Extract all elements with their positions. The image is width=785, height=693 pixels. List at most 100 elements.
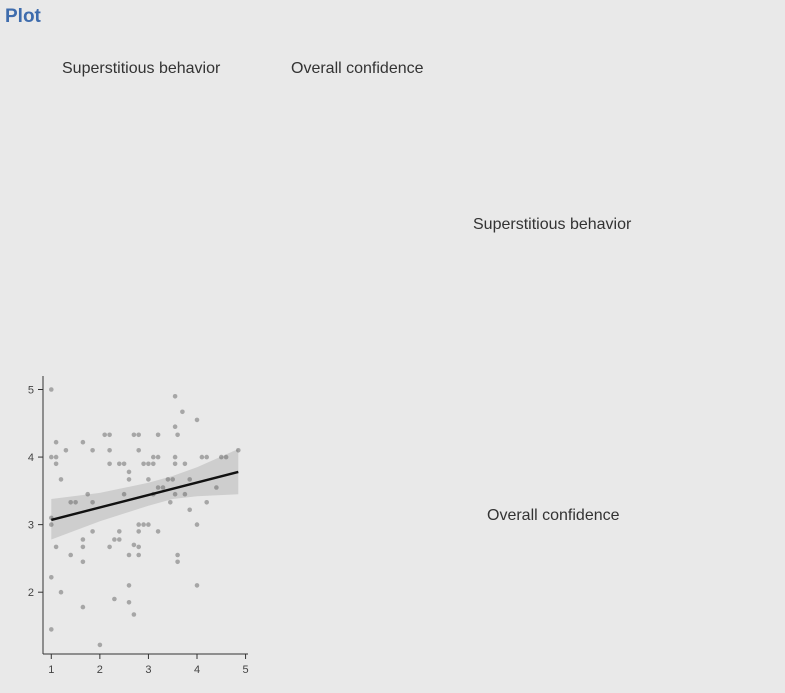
data-point [204, 500, 209, 505]
data-point [121, 461, 127, 467]
data-point [80, 537, 86, 542]
data-point [90, 448, 95, 453]
data-point [172, 491, 178, 497]
y-tick-label: 3 [28, 520, 34, 532]
data-point [236, 448, 241, 453]
data-point [68, 500, 73, 505]
data-point [85, 491, 90, 497]
data-point [172, 394, 178, 399]
y-tick-label: 5 [28, 385, 34, 397]
data-point [102, 432, 107, 438]
data-point [214, 485, 219, 490]
data-point [90, 529, 95, 534]
data-point [49, 575, 54, 580]
data-point [187, 507, 192, 513]
data-point [194, 417, 200, 423]
confidence-band-layer [51, 449, 239, 540]
data-point [68, 552, 73, 558]
data-point [131, 432, 137, 438]
data-point [168, 500, 173, 505]
data-point [175, 552, 180, 558]
data-point [53, 544, 59, 550]
data-point [172, 461, 178, 467]
data-point [107, 432, 112, 438]
data-point [97, 642, 103, 648]
diagonal-label-superstitious-behavior: Superstitious behavior [473, 216, 632, 233]
data-point [112, 596, 117, 602]
data-point [136, 448, 141, 453]
data-point [172, 424, 178, 429]
page-title: Plot [5, 6, 41, 27]
data-point [194, 522, 200, 527]
data-point [155, 454, 161, 460]
y-tick-label: 4 [28, 452, 34, 464]
y-tick-label: 2 [28, 587, 34, 599]
data-point [219, 454, 224, 460]
data-point [141, 461, 146, 467]
data-point [49, 387, 54, 392]
data-point [175, 432, 180, 438]
data-point [80, 544, 86, 550]
data-point [107, 461, 112, 467]
data-point [223, 454, 229, 460]
data-point [204, 454, 209, 460]
x-tick-label: 4 [194, 664, 200, 676]
data-point [117, 529, 122, 534]
data-point [49, 522, 54, 527]
data-point [117, 461, 122, 467]
points-layer [49, 387, 241, 648]
data-point [49, 454, 54, 460]
data-point [141, 522, 146, 527]
data-point [80, 439, 86, 445]
data-point [175, 559, 180, 565]
data-point [155, 485, 161, 490]
data-point [180, 409, 185, 415]
data-point [187, 477, 192, 482]
data-point [151, 461, 156, 467]
confidence-band [51, 449, 239, 540]
data-point [136, 522, 141, 527]
data-point [126, 552, 132, 558]
data-point [136, 529, 141, 534]
data-point [182, 461, 188, 467]
data-point [151, 454, 156, 460]
data-point [155, 432, 161, 438]
data-point [126, 477, 132, 482]
data-point [112, 537, 117, 542]
column-label-superstitious-behavior: Superstitious behavior [62, 60, 221, 77]
data-point [136, 544, 141, 550]
data-point [63, 448, 69, 453]
data-point [73, 500, 78, 505]
data-point [58, 589, 64, 595]
data-point [172, 454, 178, 460]
diagonal-label-overall-confidence: Overall confidence [487, 507, 620, 524]
data-point [160, 485, 166, 490]
scatter-plot: 2 3 4 5 1 2 3 4 5 [28, 376, 249, 676]
data-point [58, 477, 64, 482]
data-point [165, 477, 171, 482]
data-point [155, 529, 161, 534]
data-point [80, 604, 86, 610]
x-tick-label: 3 [145, 664, 151, 676]
trend-line [50, 470, 239, 522]
data-point [53, 439, 59, 445]
data-point [194, 583, 200, 588]
data-point [199, 454, 205, 460]
column-label-overall-confidence: Overall confidence [291, 60, 424, 77]
data-point [107, 544, 112, 550]
x-tick-label: 2 [97, 664, 103, 676]
data-point [90, 500, 95, 505]
data-point [136, 552, 141, 558]
data-point [146, 522, 151, 527]
data-point [53, 461, 59, 467]
data-point [170, 477, 175, 482]
data-point [131, 542, 137, 548]
axes-layer: 2 3 4 5 1 2 3 4 5 [28, 376, 249, 676]
data-point [53, 454, 59, 460]
data-point [80, 559, 86, 565]
data-point [126, 600, 132, 605]
data-point [49, 627, 54, 632]
data-point [146, 461, 151, 467]
data-point [182, 491, 188, 497]
x-tick-label: 5 [243, 664, 249, 676]
